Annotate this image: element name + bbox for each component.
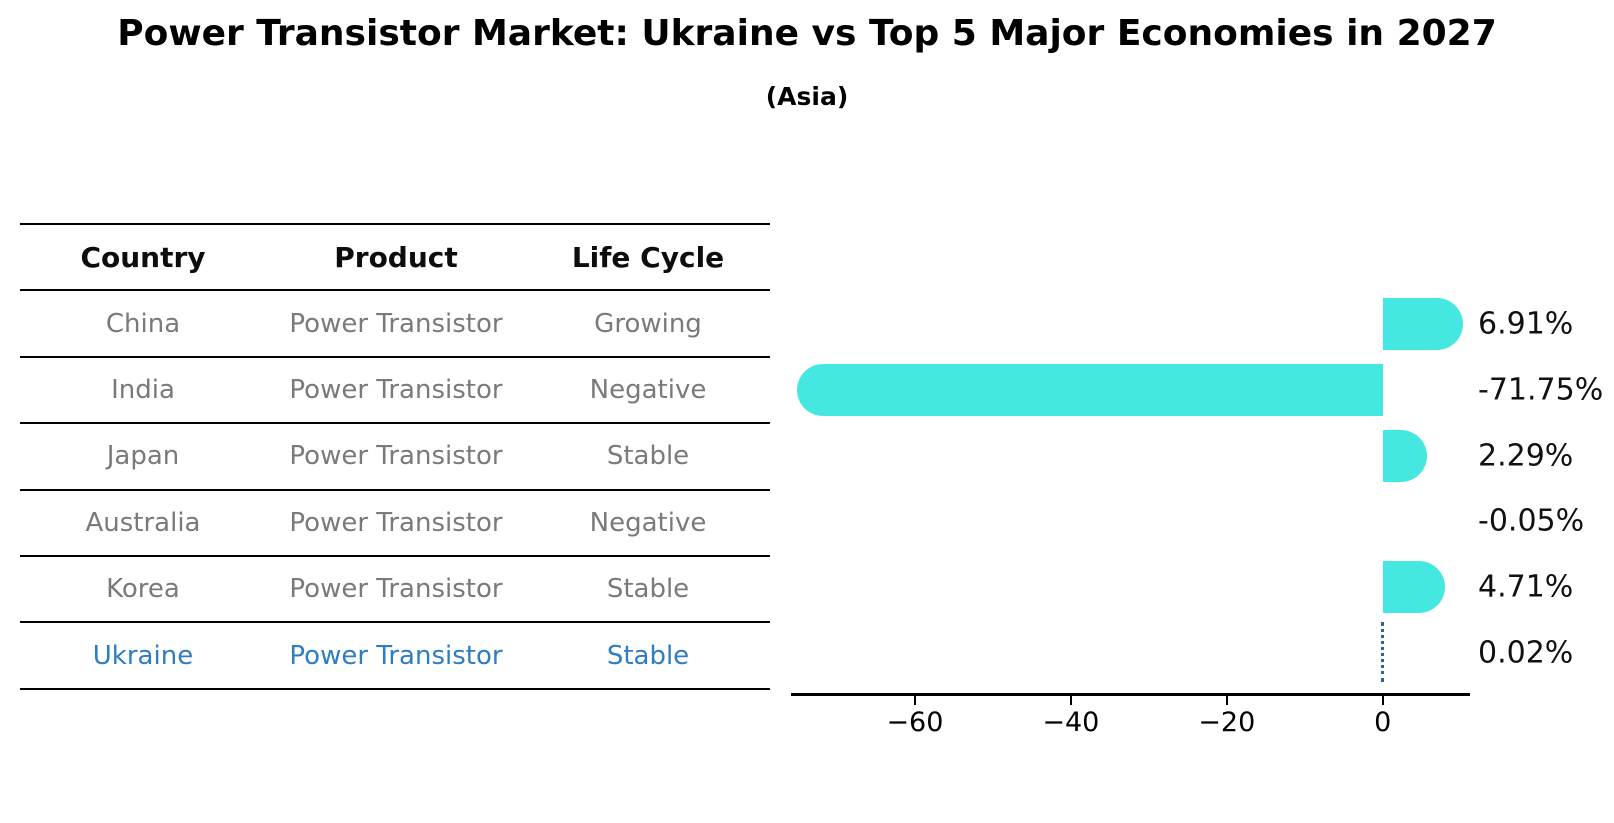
table-cell: India — [111, 374, 175, 405]
table-header-cell: Product — [334, 240, 458, 274]
bar — [1382, 429, 1427, 482]
x-axis-tick — [1225, 695, 1228, 705]
table-row: Australia Power Transistor Negative — [20, 491, 770, 557]
table-cell: Negative — [589, 374, 707, 405]
table-header-cell: Life Cycle — [571, 240, 725, 274]
table-row: Ukraine Power Transistor Stable — [20, 623, 770, 690]
table-cell: Negative — [589, 507, 707, 538]
table-cell: China — [105, 308, 181, 339]
x-axis-tick-label: 0 — [1374, 707, 1392, 738]
x-axis-tick-label: −20 — [1198, 707, 1256, 738]
bar-value-label: -0.05% — [1478, 503, 1585, 539]
zero-dotted-marker — [1381, 622, 1385, 682]
x-axis-line — [791, 693, 1470, 696]
table-row: India Power Transistor Negative — [20, 358, 770, 425]
x-axis-tick — [1381, 695, 1384, 705]
chart-title: Power Transistor Market: Ukraine vs Top … — [117, 13, 1497, 54]
table-cell: Power Transistor — [289, 507, 503, 538]
bar — [1382, 561, 1446, 614]
table-cell: Power Transistor — [289, 574, 503, 605]
table-row: Korea Power Transistor Stable — [20, 557, 770, 624]
table-cell: Growing — [594, 308, 702, 339]
table-row: Japan Power Transistor Stable — [20, 424, 770, 491]
table-cell: Ukraine — [92, 640, 194, 671]
x-axis-tick-label: −60 — [886, 707, 944, 738]
table-cell: Stable — [606, 441, 690, 472]
table-header-row: Country Product Life Cycle — [20, 225, 770, 292]
x-axis-tick — [1069, 695, 1072, 705]
table-cell: Power Transistor — [289, 441, 503, 472]
table-cell: Australia — [85, 507, 201, 538]
bar-value-label: 4.71% — [1478, 569, 1574, 605]
table-header-cell: Country — [80, 240, 206, 274]
table-cell: Korea — [106, 574, 180, 605]
table-row: China Power Transistor Growing — [20, 291, 770, 358]
bar-value-label: 0.02% — [1478, 635, 1574, 671]
bar-value-label: 6.91% — [1478, 306, 1574, 342]
bar — [1382, 298, 1463, 350]
table-cell: Stable — [606, 640, 690, 671]
data-table: Country Product Life Cycle China Power Trans… — [20, 223, 770, 690]
table-cell: Japan — [106, 441, 180, 472]
bar-value-label: -71.75% — [1478, 372, 1604, 408]
table-cell: Power Transistor — [289, 640, 503, 671]
chart-subtitle: (Asia) — [765, 82, 849, 111]
x-axis-tick-label: −40 — [1042, 707, 1100, 738]
table-cell: Stable — [606, 574, 690, 605]
bar — [797, 363, 1383, 416]
x-axis-tick — [913, 695, 916, 705]
bar-value-label: 2.29% — [1478, 438, 1574, 474]
table-cell: Power Transistor — [289, 374, 503, 405]
table-cell: Power Transistor — [289, 308, 503, 339]
